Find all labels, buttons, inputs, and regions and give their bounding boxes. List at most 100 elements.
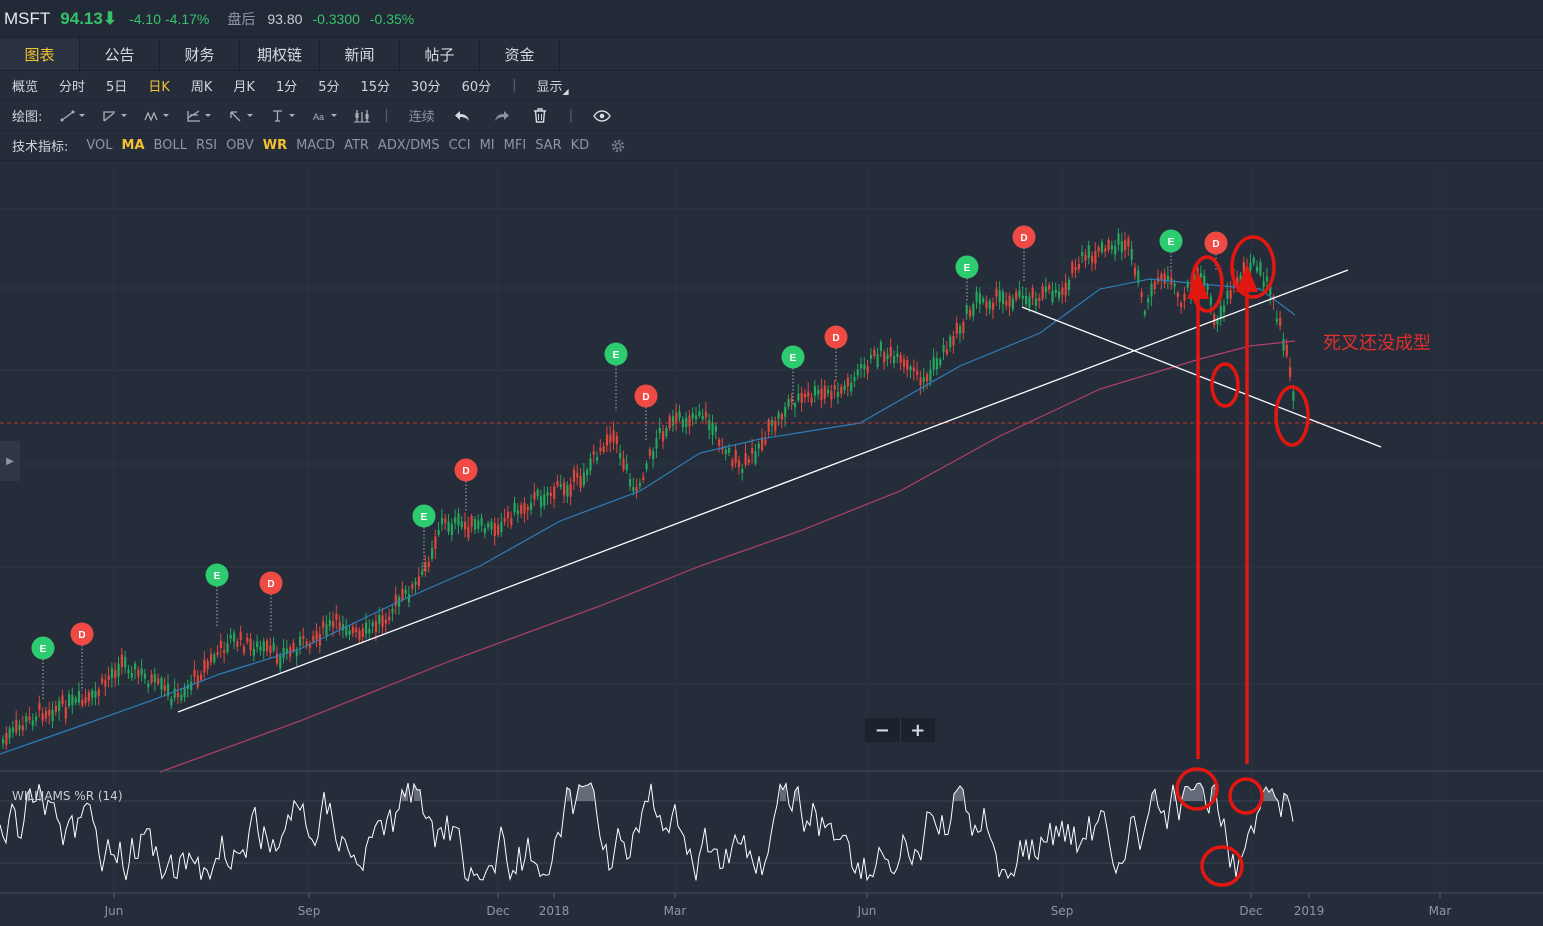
- zoom-out-button[interactable]: −: [874, 719, 890, 741]
- candle-body: [381, 615, 384, 628]
- candle-body: [236, 641, 239, 647]
- candle-body: [572, 469, 576, 482]
- line-tool-icon[interactable]: [60, 109, 88, 123]
- candle-body: [269, 645, 272, 654]
- candle-body: [2, 739, 5, 744]
- candle-body: [305, 641, 308, 645]
- candle-body: [777, 412, 780, 419]
- candle-body: [457, 513, 460, 526]
- display-menu[interactable]: 显示◢: [537, 76, 569, 96]
- candlestick-chart[interactable]: E D E D E D E D E D E D E D: [0, 161, 1543, 926]
- indicator-atr[interactable]: ATR: [344, 138, 369, 153]
- period-monthly-k[interactable]: 月K: [233, 80, 255, 95]
- candle-body: [1166, 275, 1170, 281]
- annotation-circle: [1210, 362, 1240, 408]
- candle-body: [563, 482, 566, 496]
- tab-news[interactable]: 新闻: [320, 38, 400, 70]
- expand-left-panel-icon[interactable]: ▶: [0, 441, 20, 481]
- candle-body: [1249, 262, 1252, 271]
- fib-tool-icon[interactable]: [186, 109, 214, 123]
- marker-label: E: [790, 353, 797, 364]
- candle-body: [1025, 295, 1028, 305]
- indicator-kd[interactable]: KD: [570, 138, 590, 153]
- candle-body: [414, 581, 417, 585]
- candle-tool-icon[interactable]: [354, 109, 371, 123]
- zoom-in-button[interactable]: +: [899, 718, 936, 742]
- candle-body: [955, 323, 958, 334]
- candle-body: [813, 386, 816, 396]
- earnings-marker: [1159, 229, 1183, 253]
- continuous-toggle[interactable]: 连续: [408, 110, 435, 125]
- annotation-circle: [1200, 845, 1244, 887]
- tab-chart[interactable]: 图表: [0, 38, 80, 70]
- pattern-tool-icon[interactable]: [144, 109, 172, 123]
- period-daily-k[interactable]: 日K: [148, 80, 170, 95]
- period-60min[interactable]: 60分: [461, 80, 492, 95]
- candle-body: [906, 360, 909, 370]
- candle-body: [437, 530, 440, 535]
- tab-financials[interactable]: 财务: [160, 38, 240, 70]
- period-5day[interactable]: 5日: [106, 80, 128, 95]
- indicator-ma[interactable]: MA: [121, 138, 145, 153]
- period-1min[interactable]: 1分: [275, 80, 298, 95]
- candle-body: [1097, 247, 1100, 252]
- marker-label: E: [613, 350, 620, 361]
- candle-body: [549, 492, 552, 497]
- indicator-sar[interactable]: SAR: [535, 138, 562, 153]
- indicator-mi[interactable]: MI: [479, 138, 495, 153]
- candle-body: [11, 727, 15, 733]
- candle-body: [190, 681, 193, 691]
- candle-body: [1120, 241, 1123, 253]
- candle-body: [1031, 288, 1034, 299]
- period-15min[interactable]: 15分: [360, 80, 391, 95]
- indicator-mfi[interactable]: MFI: [503, 138, 527, 153]
- tab-announcements[interactable]: 公告: [80, 38, 160, 70]
- tab-capital-flow[interactable]: 资金: [480, 38, 560, 70]
- candle-body: [648, 449, 651, 456]
- period-weekly-k[interactable]: 周K: [190, 80, 213, 95]
- candle-body: [701, 415, 704, 420]
- indicator-obv[interactable]: OBV: [226, 138, 254, 153]
- tab-options-chain[interactable]: 期权链: [240, 38, 320, 70]
- candle-body: [526, 506, 529, 511]
- indicator-vol[interactable]: VOL: [86, 138, 113, 153]
- candle-body: [655, 438, 658, 449]
- annotation-circle: [1230, 235, 1276, 299]
- candle-body: [1127, 238, 1130, 247]
- period-30min[interactable]: 30分: [411, 80, 441, 95]
- candle-body: [295, 650, 298, 657]
- candle-body: [741, 468, 744, 473]
- candle-body: [1074, 267, 1077, 271]
- ray-tool-icon[interactable]: [102, 109, 130, 123]
- candle-body: [1130, 248, 1133, 260]
- indicator-settings-gear-icon[interactable]: [610, 138, 626, 154]
- candle-body: [787, 399, 790, 407]
- candle-body: [764, 439, 767, 445]
- undo-icon[interactable]: [453, 109, 471, 123]
- candle-body: [1262, 281, 1265, 287]
- candle-body: [444, 518, 447, 523]
- period-intraday[interactable]: 分时: [59, 80, 86, 95]
- indicator-boll[interactable]: BOLL: [153, 138, 187, 153]
- eye-icon[interactable]: [593, 109, 612, 122]
- period-overview[interactable]: 概览: [12, 80, 39, 95]
- indicator-wr[interactable]: WR: [262, 138, 288, 153]
- indicator-rsi[interactable]: RSI: [195, 138, 218, 153]
- trash-icon[interactable]: [533, 108, 547, 123]
- tab-posts[interactable]: 帖子: [400, 38, 480, 70]
- text-tool-icon[interactable]: [270, 109, 298, 123]
- candle-body: [1044, 286, 1047, 292]
- indicator-adx-dms[interactable]: ADX/DMS: [377, 138, 440, 153]
- indicator-macd[interactable]: MACD: [296, 138, 336, 153]
- period-5min[interactable]: 5分: [318, 80, 340, 95]
- indicator-cci[interactable]: CCI: [448, 138, 471, 153]
- arrow-tool-icon[interactable]: [228, 109, 256, 123]
- annotation-circle: [1228, 777, 1264, 815]
- font-tool-icon[interactable]: Aa: [312, 109, 340, 123]
- redo-icon[interactable]: [493, 109, 511, 123]
- price-chart-area[interactable]: E D E D E D E D E D E D E D ▶ − + WILLIAMS %R (14) 死叉…: [0, 161, 1543, 926]
- candle-body: [1064, 282, 1067, 296]
- candle-body: [724, 449, 727, 454]
- candle-body: [117, 663, 120, 677]
- toolbar-separator-2: |: [384, 108, 389, 123]
